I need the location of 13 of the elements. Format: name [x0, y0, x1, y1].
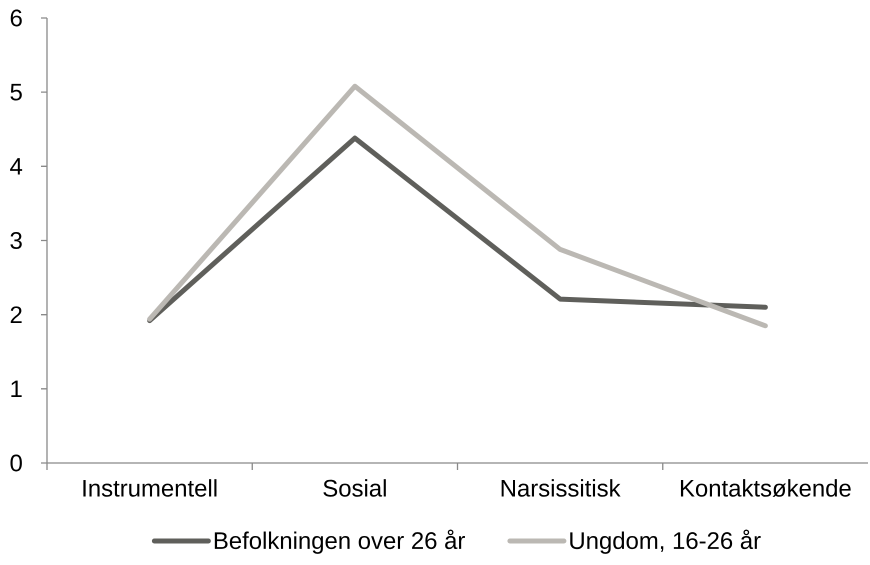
x-tick-label: Instrumentell [83, 479, 216, 497]
x-tick-label: Kontaktsøkende [680, 479, 851, 497]
y-tick-label: 5 [10, 84, 22, 101]
legend-label: Ungdom, 16-26 år [570, 530, 761, 554]
legend-label: Befolkningen over 26 år [214, 530, 465, 554]
y-tick-label: 3 [10, 232, 22, 249]
x-tick-label: Narsissitisk [502, 479, 621, 497]
y-tick-label: 1 [11, 380, 22, 398]
y-tick-label: 4 [10, 158, 22, 175]
y-tick-label: 6 [10, 10, 22, 26]
x-tick-label: Sosial [323, 479, 386, 497]
y-tick-label: 0 [10, 454, 22, 472]
y-tick-label: 2 [10, 306, 22, 324]
